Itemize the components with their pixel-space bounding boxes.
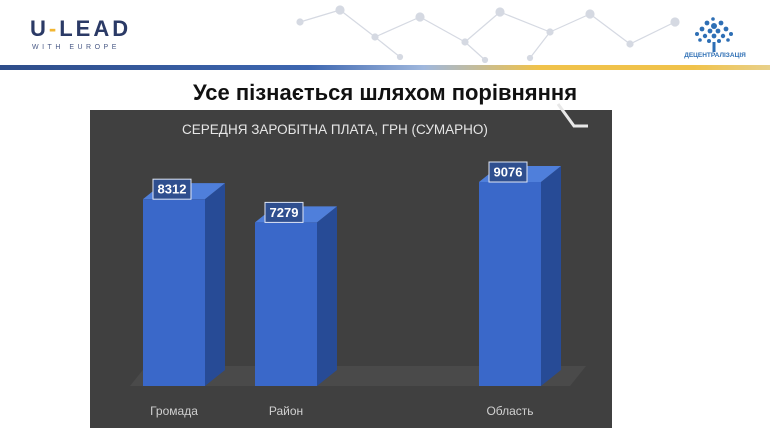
- data-label-text: 9076: [494, 165, 523, 180]
- slide-header: U-LEAD WITH EUROPE ДЕЦЕНТРАЛІЗАЦІ: [0, 0, 770, 72]
- bar-chart: СЕРЕДНЯ ЗАРОБІТНА ПЛАТА, ГРН (СУМАРНО) 8…: [90, 110, 612, 428]
- u-lead-logo: U-LEAD: [30, 16, 131, 42]
- decentralization-label: ДЕЦЕНТРАЛІЗАЦІЯ: [684, 52, 746, 59]
- data-label: 8312: [152, 178, 192, 200]
- chart-bars: [143, 166, 561, 386]
- bar-side: [541, 166, 561, 386]
- data-label-box: [488, 161, 528, 183]
- data-label-text: 7279: [270, 205, 299, 220]
- data-label: 7279: [264, 201, 304, 223]
- bar: [479, 166, 561, 386]
- chart-labels: 8312 7279 9076: [152, 161, 528, 223]
- data-label-text: 8312: [158, 182, 187, 197]
- category-label: Район: [269, 404, 303, 418]
- bar: [255, 206, 337, 386]
- bar-front: [143, 199, 205, 386]
- corner-bracket-decoration: [556, 103, 588, 128]
- chart-floor-plane: [130, 366, 586, 386]
- data-label-box: [152, 178, 192, 200]
- logo-word-lead: LEAD: [59, 16, 132, 41]
- logo-letter-u: U: [30, 16, 49, 41]
- bar-front: [479, 182, 541, 386]
- chart-categories: Громада Район Область: [150, 404, 533, 418]
- header-stripe: [0, 65, 770, 70]
- slide-title: Усе пізнається шляхом порівняння: [192, 80, 578, 105]
- bar-front: [255, 222, 317, 386]
- category-label: Область: [486, 404, 533, 418]
- network-decoration: [296, 5, 680, 64]
- bar: [143, 183, 225, 386]
- logo-subtitle: WITH EUROPE: [32, 44, 120, 51]
- category-label: Громада: [150, 404, 198, 418]
- bar-side: [205, 183, 225, 386]
- data-label: 9076: [488, 161, 528, 183]
- chart-title: СЕРЕДНЯ ЗАРОБІТНА ПЛАТА, ГРН (СУМАРНО): [182, 122, 488, 137]
- chart-floor: [130, 366, 586, 386]
- logo-dash: -: [48, 16, 60, 41]
- decentralization-logo: [695, 17, 733, 52]
- bar-side: [317, 206, 337, 386]
- data-label-box: [264, 201, 304, 223]
